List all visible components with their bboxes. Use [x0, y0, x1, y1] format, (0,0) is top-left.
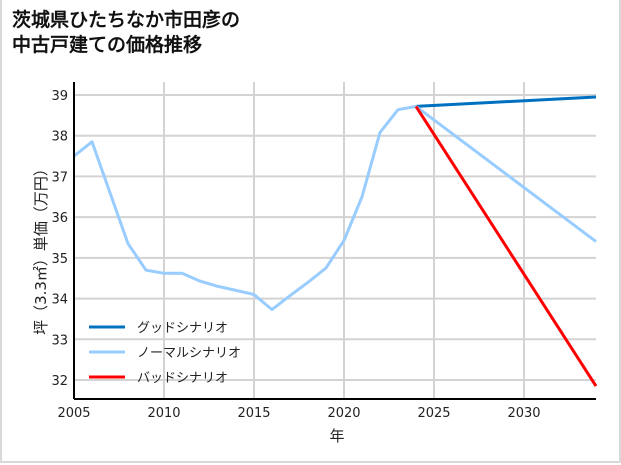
axes [73, 82, 596, 400]
y-tick-label: 32 [51, 374, 68, 389]
x-axis-label: 年 [329, 427, 344, 445]
chart-series [73, 95, 598, 387]
x-tick-label: 2020 [327, 406, 360, 421]
legend-label: グッドシナリオ [137, 321, 228, 336]
legend-label: バッドシナリオ [137, 371, 228, 386]
x-tick-label: 2025 [417, 406, 450, 421]
series-line [415, 95, 597, 108]
chart-title-line1: 茨城県ひたちなか市田彦の [12, 9, 241, 31]
chart-title-line2: 中古戸建ての価格推移 [12, 34, 203, 56]
y-tick-label: 39 [51, 89, 68, 104]
legend-label: ノーマルシナリオ [137, 346, 241, 361]
y-axis-label: 坪（3.3㎡）単価（万円） [32, 161, 50, 335]
chart-title: 茨城県ひたちなか市田彦の 中古戸建ての価格推移 [12, 8, 240, 58]
y-tick-label: 33 [51, 333, 68, 348]
y-tick-label: 35 [51, 252, 68, 267]
series-line [414, 105, 598, 387]
x-tick-label: 2030 [507, 406, 540, 421]
y-tick-label: 36 [51, 211, 68, 226]
x-tick-label: 2010 [147, 406, 180, 421]
y-tick-label: 37 [51, 170, 68, 185]
y-tick-label: 34 [51, 293, 68, 308]
x-tick-label: 2015 [237, 406, 270, 421]
x-tick-label: 2005 [57, 406, 90, 421]
y-tick-label: 38 [51, 130, 68, 145]
tick-labels: 32 33 34 35 36 37 38 39 2005 2010 2015 2020 2025 2030 [51, 89, 540, 421]
series-line [73, 104, 597, 312]
